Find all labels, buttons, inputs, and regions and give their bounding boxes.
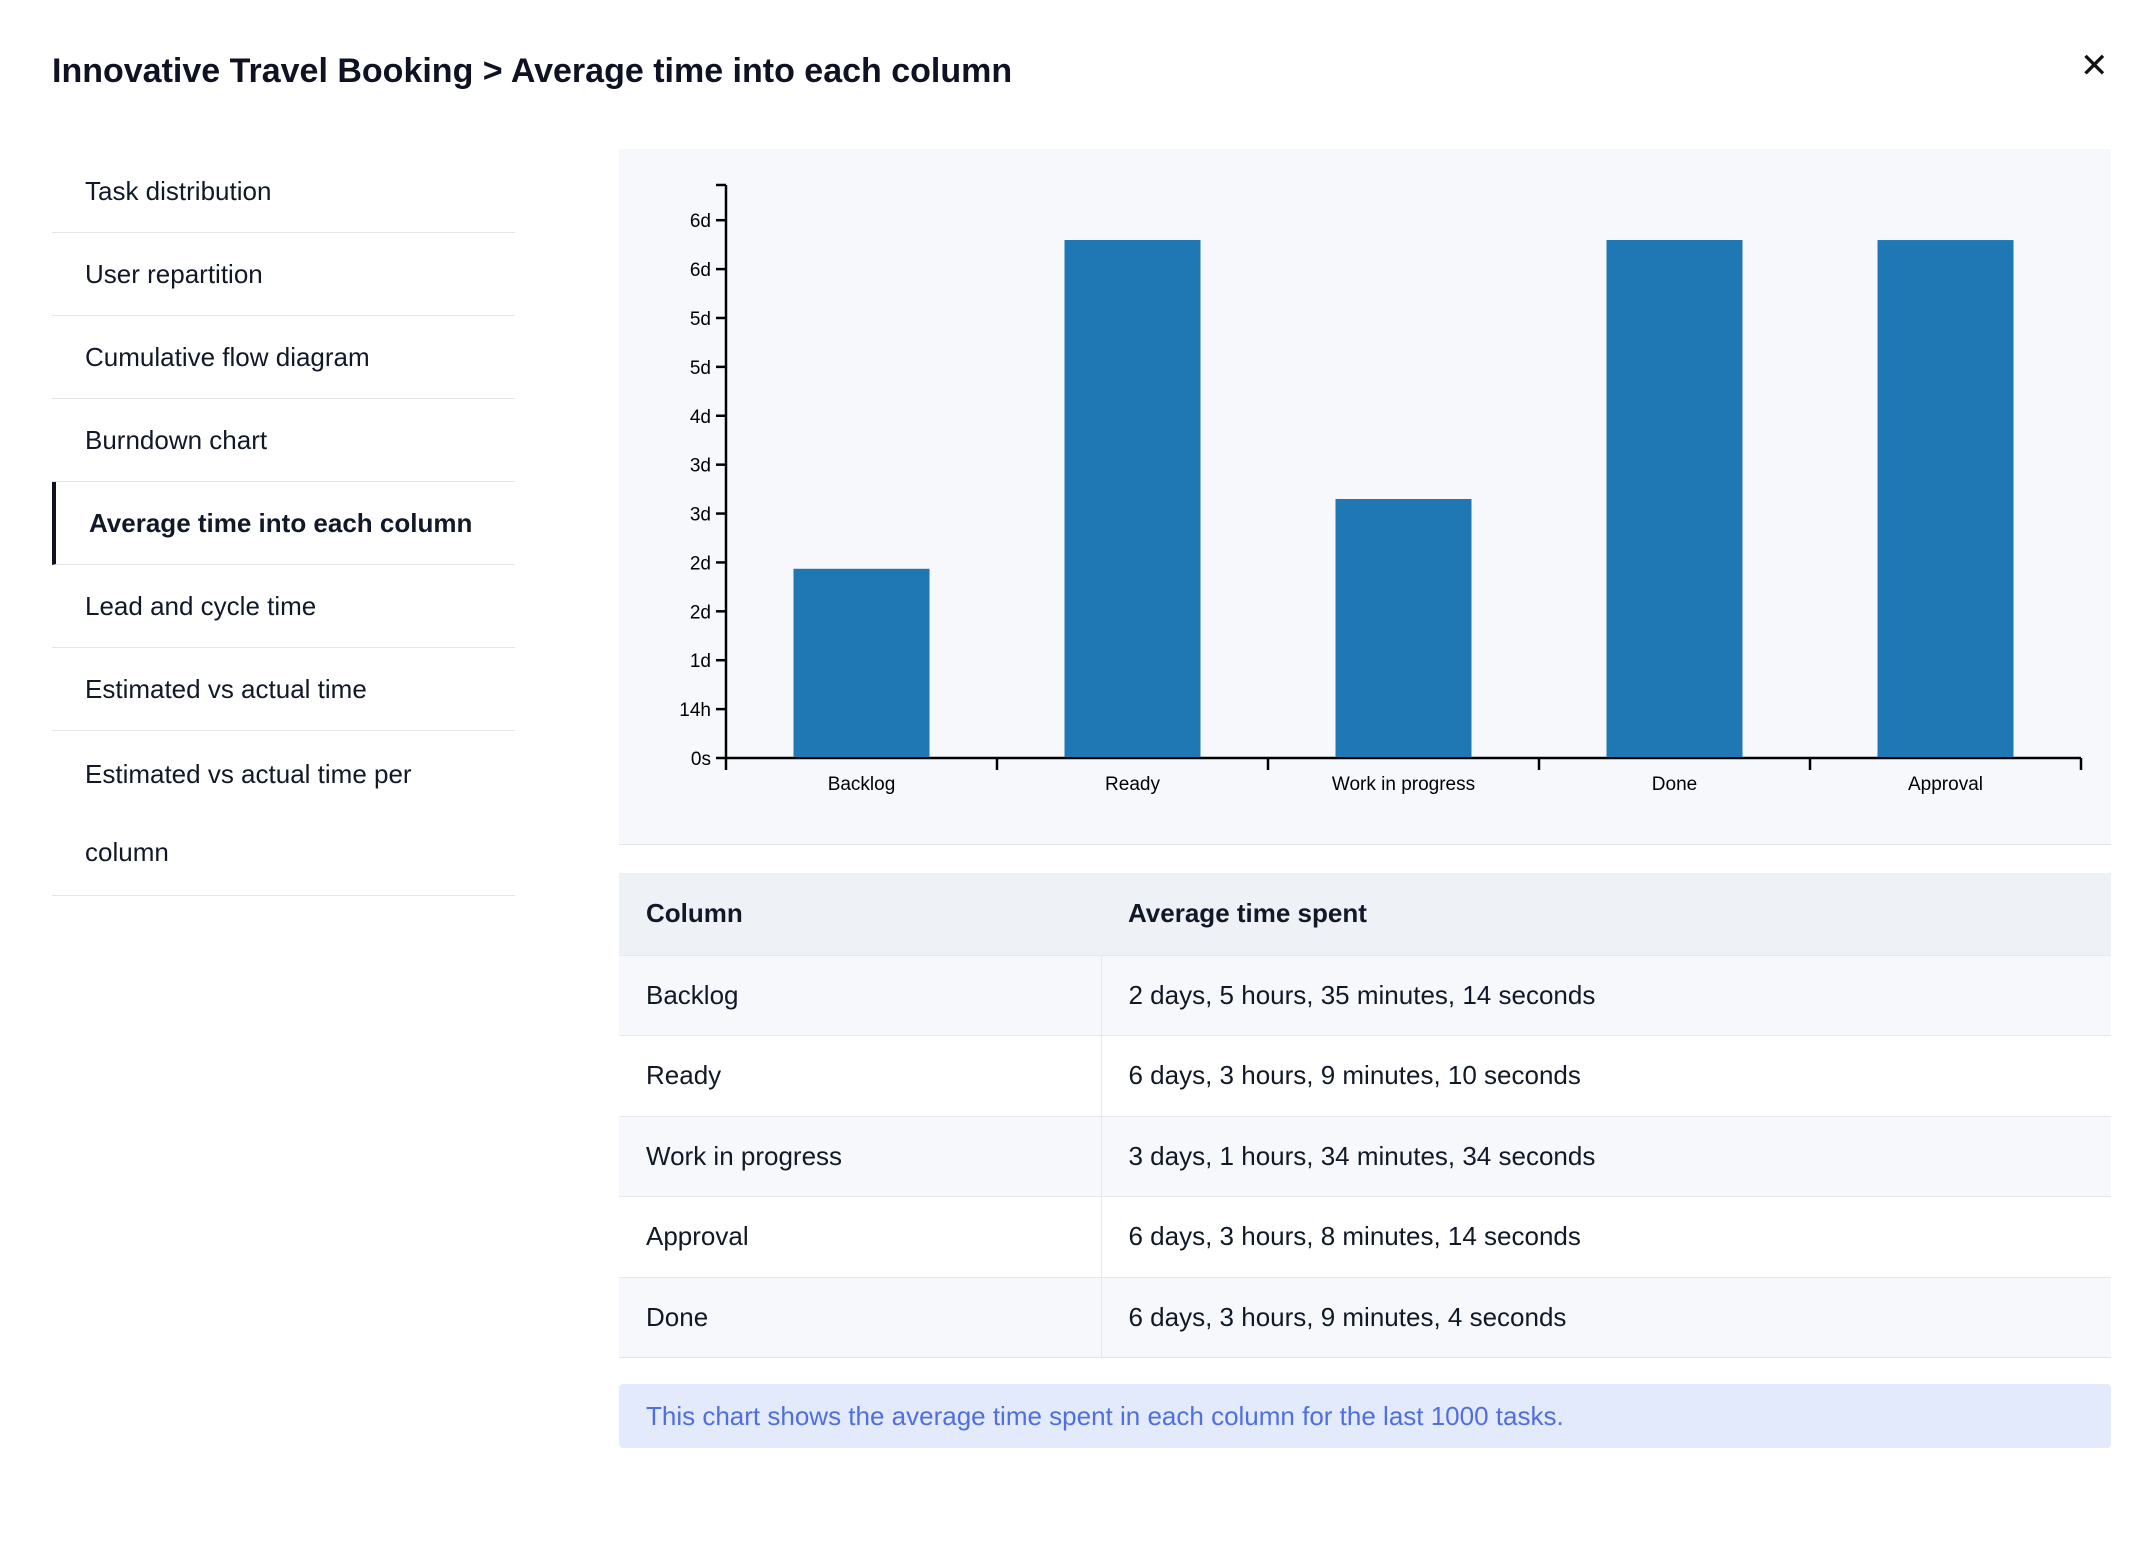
info-note: This chart shows the average time spent …	[619, 1384, 2111, 1448]
average-time-cell: 6 days, 3 hours, 8 minutes, 14 seconds	[1101, 1196, 2111, 1277]
sidebar-item-cumulative-flow-diagram[interactable]: Cumulative flow diagram	[52, 316, 515, 399]
bar-done	[1606, 240, 1743, 757]
bar-backlog	[793, 568, 930, 757]
table-row: Backlog 2 days, 5 hours, 35 minutes, 14 s…	[619, 954, 2111, 1036]
sidebar-item-average-time-into-each-column[interactable]: Average time into each column	[52, 482, 515, 565]
y-tick-label: 1d	[690, 651, 711, 672]
column-name-cell: Ready	[619, 1035, 1102, 1116]
y-tick-label: 6d	[690, 211, 711, 232]
sidebar-item-estimated-vs-actual-time[interactable]: Estimated vs actual time	[52, 648, 515, 731]
close-icon[interactable]: ✕	[2080, 47, 2109, 85]
average-time-cell: 6 days, 3 hours, 9 minutes, 10 seconds	[1101, 1035, 2111, 1116]
column-name-cell: Backlog	[619, 954, 1102, 1036]
table-row: Ready 6 days, 3 hours, 9 minutes, 10 seco…	[619, 1035, 2111, 1116]
column-name-cell: Done	[619, 1276, 1102, 1358]
sidebar-item-estimated-vs-actual-time-per-column[interactable]: Estimated vs actual time per column	[52, 731, 515, 896]
bar-ready	[1064, 240, 1201, 757]
y-tick-label: 2d	[690, 602, 711, 623]
sidebar-item-lead-and-cycle-time[interactable]: Lead and cycle time	[52, 565, 515, 648]
sidebar-item-user-repartition[interactable]: User repartition	[52, 233, 515, 316]
bar-approval	[1877, 240, 2014, 757]
column-header: Column	[619, 873, 1101, 955]
sidebar-item-burndown-chart[interactable]: Burndown chart	[52, 399, 515, 482]
y-tick-label: 3d	[690, 505, 711, 526]
average-time-header: Average time spent	[1101, 873, 2111, 955]
x-tick-label: Backlog	[828, 774, 896, 795]
x-tick-label: Work in progress	[1332, 774, 1475, 795]
y-tick-label: 6d	[690, 260, 711, 281]
y-tick-label: 0s	[691, 749, 711, 770]
table-row: Approval 6 days, 3 hours, 8 minutes, 14 s…	[619, 1196, 2111, 1277]
x-tick-label: Ready	[1105, 774, 1160, 795]
y-tick-label: 3d	[690, 456, 711, 477]
column-name-cell: Approval	[619, 1196, 1102, 1277]
table-row: Work in progress 3 days, 1 hours, 34 minu…	[619, 1115, 2111, 1197]
sidebar-item-task-distribution[interactable]: Task distribution	[52, 150, 515, 233]
column-name-cell: Work in progress	[619, 1115, 1102, 1197]
y-tick-label: 14h	[679, 700, 711, 721]
y-tick-label: 2d	[690, 553, 711, 574]
x-tick-label: Approval	[1908, 774, 1983, 795]
bar-chart: 0s 14h 1d 2d 2d 3d 3d 4d 5d 5d 6d 6d Backlog Ready Wor…	[679, 183, 2083, 795]
y-tick-label: 5d	[690, 358, 711, 379]
x-tick-label: Done	[1652, 774, 1697, 795]
bar-work-in-progress	[1335, 499, 1472, 757]
table-row: Done 6 days, 3 hours, 9 minutes, 4 second…	[619, 1276, 2111, 1358]
y-tick-label: 5d	[690, 309, 711, 330]
average-time-table: Column Average time spent Backlog 2 days,…	[619, 873, 2111, 1358]
y-tick-label: 4d	[690, 407, 711, 428]
chart-panel: 0s 14h 1d 2d 2d 3d 3d 4d 5d 5d 6d 6d Backlog Ready Wor…	[619, 149, 2111, 845]
average-time-cell: 3 days, 1 hours, 34 minutes, 34 seconds	[1101, 1115, 2111, 1197]
average-time-cell: 2 days, 5 hours, 35 minutes, 14 seconds	[1101, 954, 2111, 1036]
average-time-cell: 6 days, 3 hours, 9 minutes, 4 seconds	[1101, 1276, 2111, 1358]
sidebar: Task distribution User repartition Cumulat…	[52, 150, 515, 896]
page-title: Innovative Travel Booking > Average time…	[52, 52, 1013, 90]
